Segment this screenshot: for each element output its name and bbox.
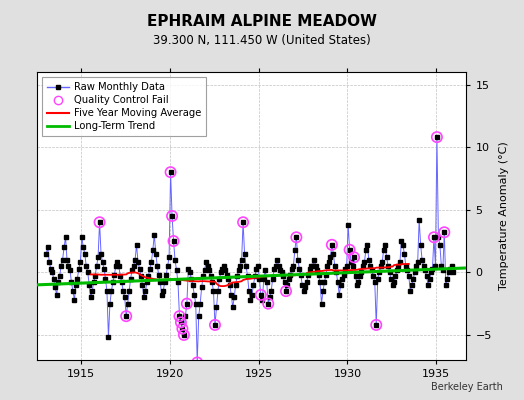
Point	[239, 219, 247, 226]
Point	[178, 326, 187, 332]
Point	[282, 288, 290, 294]
Legend: Raw Monthly Data, Quality Control Fail, Five Year Moving Average, Long-Term Tren: Raw Monthly Data, Quality Control Fail, …	[42, 77, 206, 136]
Point	[183, 300, 191, 307]
Point	[345, 247, 354, 253]
Text: EPHRAIM ALPINE MEADOW: EPHRAIM ALPINE MEADOW	[147, 14, 377, 29]
Point	[430, 234, 438, 240]
Point	[292, 234, 301, 240]
Point	[350, 254, 358, 260]
Y-axis label: Temperature Anomaly (°C): Temperature Anomaly (°C)	[499, 142, 509, 290]
Point	[169, 238, 178, 244]
Point	[95, 219, 104, 226]
Point	[328, 242, 336, 248]
Point	[264, 300, 272, 307]
Text: 39.300 N, 111.450 W (United States): 39.300 N, 111.450 W (United States)	[153, 34, 371, 47]
Point	[433, 134, 441, 140]
Point	[177, 319, 185, 326]
Point	[122, 313, 130, 319]
Text: Berkeley Earth: Berkeley Earth	[431, 382, 503, 392]
Point	[175, 313, 183, 319]
Point	[168, 213, 176, 219]
Point	[211, 322, 219, 328]
Point	[193, 359, 201, 366]
Point	[180, 332, 188, 338]
Point	[372, 322, 380, 328]
Point	[257, 292, 265, 298]
Point	[167, 169, 175, 175]
Point	[440, 229, 449, 236]
